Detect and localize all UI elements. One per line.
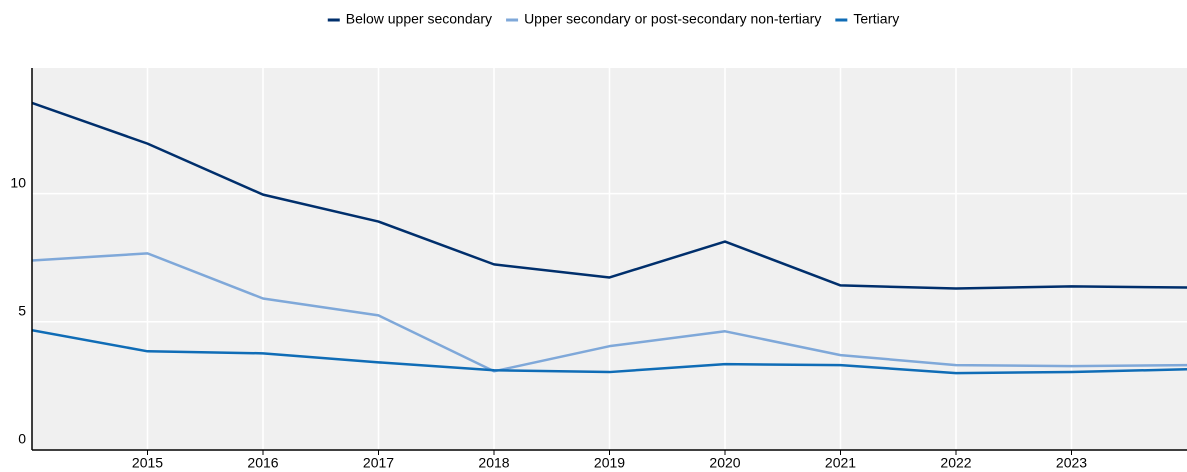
lines [32,101,1187,375]
y-tick-label: 0 [18,431,26,447]
grid [32,68,1187,451]
x-tick-label: 2018 [478,455,509,471]
axes: 0 5 10 2015 2016 2017 2018 2019 2020 2021 2022 2023 [10,68,1187,471]
legend-label: Tertiary [853,11,899,27]
x-tick-label: 2022 [940,455,971,471]
x-tick-label: 2016 [247,455,278,471]
legend-label: Below upper secondary [346,11,492,27]
x-tick-label: 2017 [363,455,394,471]
y-tick-label: 10 [10,174,26,190]
series-line [32,329,1187,375]
series-line [32,101,1187,290]
legend-label: Upper secondary or post-secondary non-te… [524,11,821,27]
x-tick-label: 2023 [1056,455,1087,471]
x-tick-label: 2019 [594,455,625,471]
legend: Below upper secondary Upper secondary or … [327,11,899,27]
y-tick-label: 5 [18,303,26,319]
series-line [32,252,1187,373]
x-tick-label: 2020 [709,455,740,471]
x-tick-label: 2015 [132,455,163,471]
x-tick-label: 2021 [825,455,856,471]
